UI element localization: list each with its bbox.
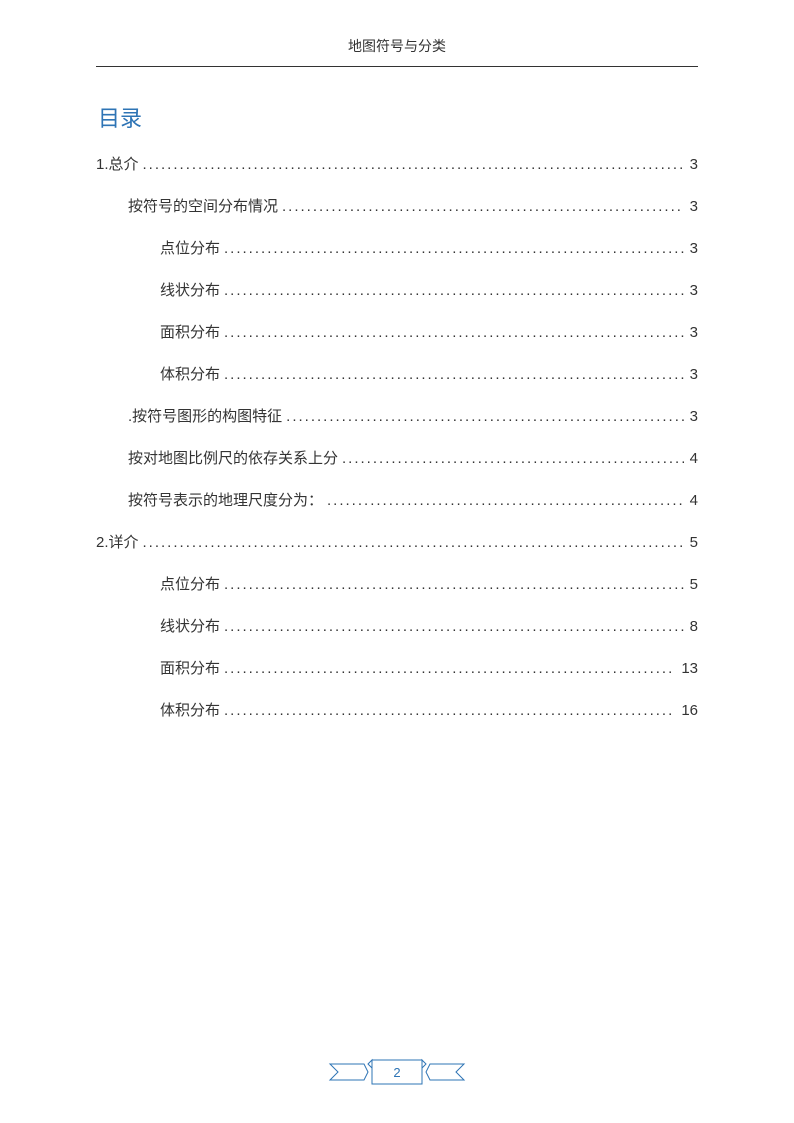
toc-entry-page: 3 (684, 282, 698, 299)
document-page: 地图符号与分类 目录 1.总介3按符号的空间分布情况3点位分布3线状分布3面积分… (0, 0, 794, 1123)
toc-entry-label: 2.详介 (96, 531, 143, 552)
toc-leader-dots (286, 408, 683, 425)
toc-entry-label: 点位分布 (160, 237, 224, 258)
toc-entry[interactable]: 体积分布 3 (96, 363, 698, 405)
page-number: 2 (393, 1065, 400, 1080)
toc-leader-dots (224, 240, 684, 257)
toc-entry-label: 体积分布 (160, 363, 224, 384)
toc-entry-page: 8 (684, 618, 698, 635)
toc-entry[interactable]: 按对地图比例尺的依存关系上分 4 (96, 447, 698, 489)
toc-entry[interactable]: 按符号表示的地理尺度分为： 4 (96, 489, 698, 531)
toc-entry-label: 按符号的空间分布情况 (128, 195, 282, 216)
toc-leader-dots (224, 324, 684, 341)
toc-entry-label: 按符号表示的地理尺度分为： (128, 489, 327, 510)
toc-entry-page: 13 (675, 660, 698, 677)
toc-entry-page: 3 (684, 324, 698, 341)
toc-entry-page: 3 (684, 408, 698, 425)
toc-leader-dots (224, 576, 684, 593)
toc-list: 1.总介3按符号的空间分布情况3点位分布3线状分布3面积分布3体积分布3.按符号… (96, 153, 698, 741)
toc-entry[interactable]: 面积分布 13 (96, 657, 698, 699)
toc-leader-dots (224, 366, 684, 383)
toc-leader-dots (143, 156, 684, 173)
toc-leader-dots (224, 660, 675, 677)
toc-entry[interactable]: 点位分布 5 (96, 573, 698, 615)
toc-heading: 目录 (98, 101, 698, 133)
page-number-container: 2 (0, 1057, 794, 1087)
toc-entry-label: 面积分布 (160, 657, 224, 678)
toc-entry-page: 3 (684, 366, 698, 383)
toc-entry-page: 4 (684, 492, 698, 509)
toc-entry-page: 5 (684, 534, 698, 551)
toc-entry[interactable]: 线状分布 3 (96, 279, 698, 321)
toc-entry-label: 按对地图比例尺的依存关系上分 (128, 447, 342, 468)
page-number-ribbon: 2 (322, 1057, 472, 1087)
toc-entry-page: 3 (684, 156, 698, 173)
toc-entry[interactable]: 点位分布 3 (96, 237, 698, 279)
toc-entry[interactable]: .按符号图形的构图特征 3 (96, 405, 698, 447)
toc-leader-dots (224, 702, 675, 719)
toc-entry[interactable]: 按符号的空间分布情况 3 (96, 195, 698, 237)
toc-entry-label: 线状分布 (160, 279, 224, 300)
toc-entry[interactable]: 体积分布 16 (96, 699, 698, 741)
toc-entry-page: 16 (675, 702, 698, 719)
toc-entry-page: 3 (684, 198, 698, 215)
toc-entry-page: 4 (684, 450, 698, 467)
toc-leader-dots (143, 534, 684, 551)
toc-leader-dots (342, 450, 684, 467)
toc-leader-dots (224, 618, 684, 635)
toc-leader-dots (282, 198, 684, 215)
header-rule (96, 66, 698, 67)
toc-leader-dots (224, 282, 684, 299)
toc-entry-label: 面积分布 (160, 321, 224, 342)
toc-entry-label: .按符号图形的构图特征 (128, 405, 286, 426)
toc-entry-page: 5 (684, 576, 698, 593)
toc-entry-label: 点位分布 (160, 573, 224, 594)
toc-entry-label: 体积分布 (160, 699, 224, 720)
header-title: 地图符号与分类 (96, 36, 698, 56)
toc-entry[interactable]: 2.详介 5 (96, 531, 698, 573)
toc-entry[interactable]: 面积分布 3 (96, 321, 698, 363)
toc-entry-label: 线状分布 (160, 615, 224, 636)
toc-leader-dots (327, 492, 684, 509)
toc-entry-label: 1.总介 (96, 153, 143, 174)
toc-entry-page: 3 (684, 240, 698, 257)
toc-entry[interactable]: 1.总介 3 (96, 153, 698, 195)
toc-entry[interactable]: 线状分布 8 (96, 615, 698, 657)
